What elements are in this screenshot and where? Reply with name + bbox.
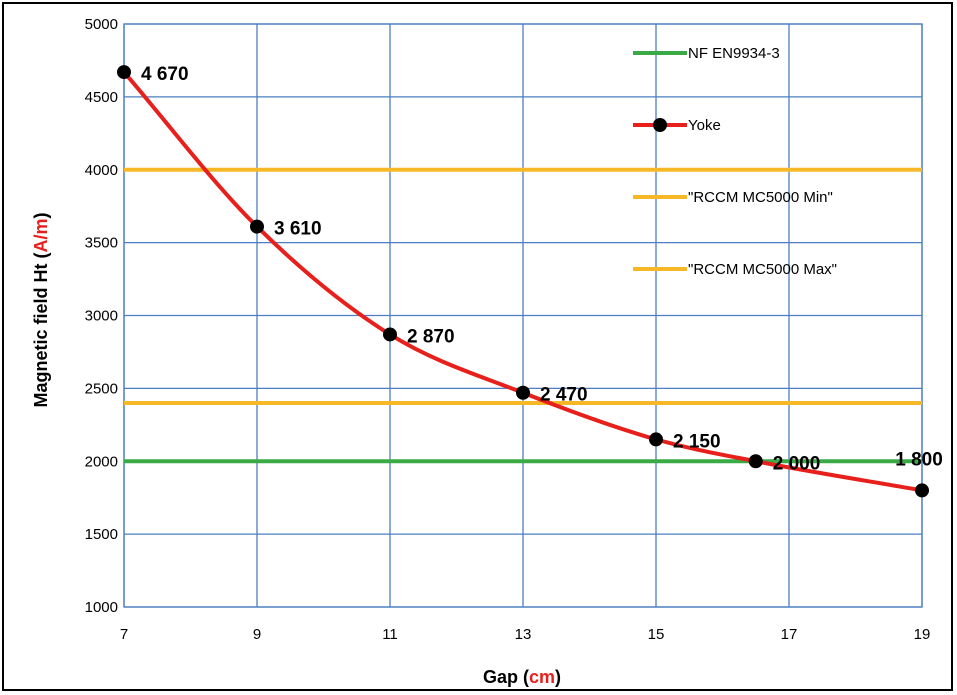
data-label: 2 470 xyxy=(540,385,588,406)
data-markers xyxy=(117,65,929,498)
data-label: 2 150 xyxy=(673,431,721,452)
x-tick-label: 13 xyxy=(515,626,532,643)
legend: NF EN9934-3 Yoke "RCCM MC5000 Min" "RCCM MC… xyxy=(633,45,837,278)
legend-label: NF EN9934-3 xyxy=(688,45,780,62)
x-axis-unit: cm xyxy=(529,667,555,687)
data-point xyxy=(250,219,264,234)
data-labels: 4 670 3 610 2 870 2 470 2 150 2 000 1 800 xyxy=(141,64,943,474)
y-tick-label: 1500 xyxy=(85,526,118,543)
y-tick-label: 4000 xyxy=(85,162,118,179)
x-axis-title: Gap (cm) xyxy=(483,667,561,687)
data-point xyxy=(748,454,763,469)
data-label: 2 000 xyxy=(773,453,821,474)
legend-label: Yoke xyxy=(688,117,721,134)
plot-area-border xyxy=(123,23,923,608)
tick-labels: 7 9 11 13 15 17 19 1000 1500 2000 2500 3000 3500 4000… xyxy=(85,16,931,643)
data-point xyxy=(915,483,929,498)
y-tick-label: 1000 xyxy=(85,599,118,616)
y-tick-label: 5000 xyxy=(85,16,118,33)
x-tick-label: 17 xyxy=(781,626,798,643)
reference-lines xyxy=(124,167,922,464)
y-tick-label: 2500 xyxy=(85,380,118,397)
data-point xyxy=(383,327,397,342)
x-axis-title-text: Gap ( xyxy=(483,667,529,687)
legend-label: "RCCM MC5000 Max" xyxy=(688,261,837,278)
x-tick-label: 19 xyxy=(914,626,931,643)
data-point xyxy=(516,385,530,400)
data-point xyxy=(649,432,663,447)
legend-label: "RCCM MC5000 Min" xyxy=(688,189,833,206)
y-tick-label: 3000 xyxy=(85,308,118,325)
data-point xyxy=(117,65,131,80)
y-axis-title-text: Magnetic field Ht ( xyxy=(31,253,51,408)
data-label: 3 610 xyxy=(274,219,322,240)
data-label: 2 870 xyxy=(407,326,455,347)
y-tick-label: 4500 xyxy=(85,89,118,106)
x-axis-title-suffix: ) xyxy=(555,667,561,687)
data-label: 1 800 xyxy=(895,449,943,470)
x-tick-label: 15 xyxy=(648,626,665,643)
data-label: 4 670 xyxy=(141,64,189,85)
grid xyxy=(123,23,923,608)
y-tick-label: 2000 xyxy=(85,453,118,470)
y-axis-title: Magnetic field Ht (A/m) xyxy=(31,212,51,407)
y-tick-label: 3500 xyxy=(85,235,118,252)
y-axis-title-suffix: ) xyxy=(31,212,51,218)
y-axis-unit: A/m xyxy=(31,218,51,252)
legend-marker xyxy=(653,118,667,132)
x-tick-label: 11 xyxy=(382,626,398,643)
x-tick-label: 7 xyxy=(120,626,128,643)
x-tick-label: 9 xyxy=(253,626,261,643)
